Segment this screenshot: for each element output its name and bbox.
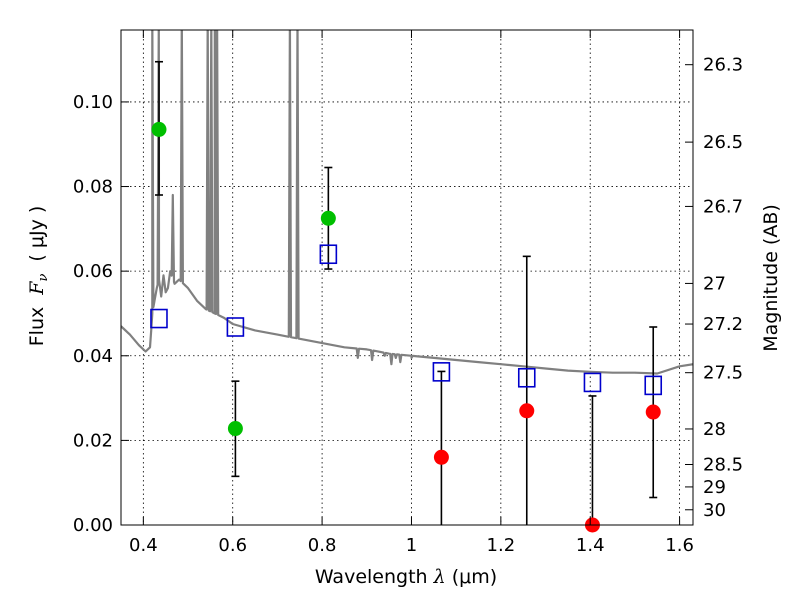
- right-tick-label: 28: [703, 419, 726, 440]
- y-tick-label: 0.08: [73, 177, 113, 198]
- right-tick-label: 26.5: [703, 132, 743, 153]
- x-tick-label: 1.4: [576, 535, 605, 556]
- axis-ticks: 0.4 0.6 0.8 1 1.2 1.4 1.6 0.00 0.02 0.04 0.06 0.08 0…: [73, 30, 743, 556]
- model-point: [226, 317, 245, 337]
- right-tick-label: 30: [703, 500, 726, 521]
- model-point: [517, 367, 536, 388]
- y-tick-label: 0.02: [73, 430, 113, 451]
- data-point: [227, 421, 243, 437]
- x-tick-label: 0.8: [308, 535, 337, 556]
- model-point: [432, 362, 451, 382]
- y-axis-label: Flux: [26, 307, 48, 347]
- x-tick-label: 0.6: [218, 535, 247, 556]
- y-tick-label: 0.00: [73, 515, 113, 536]
- x-tick-label: 1: [406, 535, 417, 556]
- x-axis-unit: (μm): [452, 566, 497, 588]
- x-axis-symbol: λ: [433, 566, 446, 588]
- y-axis-unit: ( μJy ): [26, 206, 48, 262]
- x-axis-title: Wavelength λ (μm): [315, 566, 497, 588]
- data-markers: [150, 121, 663, 533]
- plot-frame: [120, 29, 694, 526]
- spectrum-line: [121, 30, 693, 375]
- y-tick-label: 0.04: [73, 346, 113, 367]
- model-spectrum: [121, 30, 693, 375]
- right-tick-label: 27: [703, 273, 726, 294]
- x-tick-label: 1.6: [665, 535, 694, 556]
- y-axis-symbol: F: [26, 281, 48, 296]
- right-tick-label: 28.5: [703, 455, 743, 476]
- model-point: [644, 375, 663, 396]
- x-tick-label: 1.2: [487, 535, 516, 556]
- data-point: [320, 210, 336, 226]
- model-point: [150, 308, 168, 329]
- right-tick-label: 29: [703, 477, 726, 498]
- model-point: [583, 372, 602, 393]
- right-tick-label: 26.7: [703, 196, 743, 217]
- data-point: [433, 449, 449, 465]
- x-axis-label: Wavelength: [315, 566, 428, 588]
- y-axis-subscript: ν: [36, 274, 51, 282]
- data-point: [151, 121, 167, 137]
- data-point: [519, 403, 535, 419]
- y-tick-label: 0.06: [73, 261, 113, 282]
- x-tick-label: 0.4: [129, 535, 158, 556]
- model-point: [319, 244, 338, 265]
- right-axis-title: Magnitude (AB): [760, 204, 782, 352]
- data-point: [645, 404, 661, 420]
- right-tick-label: 27.2: [703, 314, 743, 335]
- right-tick-label: 26.3: [703, 55, 743, 76]
- y-axis-title: Flux Fν ( μJy ): [26, 206, 52, 347]
- right-tick-label: 27.5: [703, 363, 743, 384]
- y-tick-label: 0.10: [73, 92, 113, 113]
